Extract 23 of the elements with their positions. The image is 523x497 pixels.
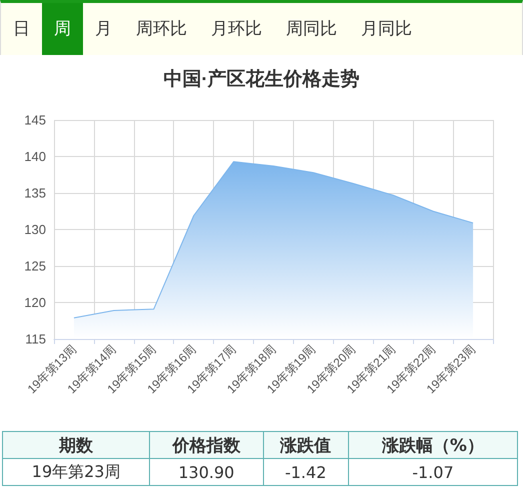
text: 价格指数 bbox=[150, 432, 263, 458]
y-tick-label: 130 bbox=[24, 222, 46, 237]
text: -1.42 bbox=[263, 458, 348, 486]
text: 周同比 bbox=[285, 18, 338, 41]
text: 期数 bbox=[2, 432, 150, 458]
y-tick-label: 135 bbox=[24, 186, 46, 200]
y-tick-label: 125 bbox=[24, 258, 46, 274]
text: 130.90 bbox=[150, 458, 263, 486]
y-tick-label: 120 bbox=[24, 295, 46, 310]
text: -1.07 bbox=[348, 458, 518, 486]
text: 日 bbox=[12, 18, 31, 41]
y-tick-label: 140 bbox=[24, 149, 46, 164]
text: 19年第23周 bbox=[2, 458, 150, 486]
text: 周环比 bbox=[135, 18, 188, 41]
text: 涨跌幅（%） bbox=[348, 432, 518, 458]
y-tick-label: 145 bbox=[24, 112, 46, 128]
text: 月同比 bbox=[360, 18, 413, 41]
text: 周 bbox=[42, 3, 83, 55]
text: 月环比 bbox=[210, 18, 263, 41]
text: 涨跌值 bbox=[263, 432, 348, 458]
chart-title: 中国·产区花生价格走势 bbox=[163, 68, 360, 90]
text: 月 bbox=[94, 18, 113, 41]
y-tick-label: 115 bbox=[25, 332, 46, 346]
